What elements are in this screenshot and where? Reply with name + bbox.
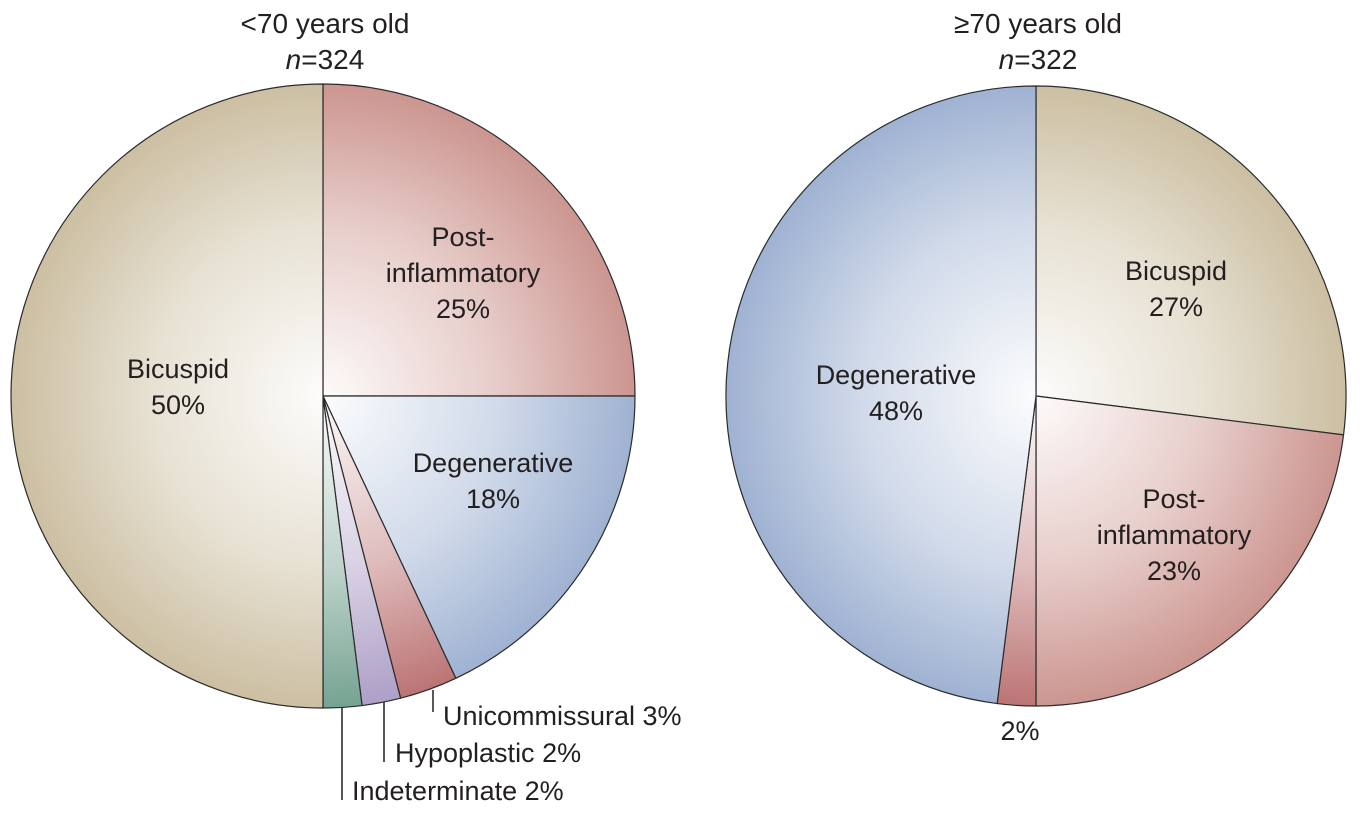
sample-size-symbol: n: [999, 44, 1015, 75]
sample-size-label: n=324: [286, 44, 365, 75]
slice-label-line: Post-: [1142, 484, 1205, 514]
slice-labels: Bicuspid 27% Post-inflammatory 23% 2% Degener…: [816, 256, 1252, 746]
leader-lines: [341, 690, 434, 800]
chart-title: <70 years old: [241, 8, 410, 39]
pie-slice-post-inflammatory: [322, 83, 636, 397]
sample-size-value: =322: [1014, 44, 1077, 75]
sample-size-value: =324: [301, 44, 364, 75]
pie-chart-under-70: <70 years old n=324 Post-inflammatory 25%…: [10, 8, 682, 806]
sample-size-label: n=322: [999, 44, 1078, 75]
pie-chart-70-and-over: ≥70 years old n=322 Bicuspid 27% Post-infl…: [725, 8, 1347, 746]
slice-label-unicommissural: Unicommissural 3%: [443, 701, 682, 731]
slice-label-bicuspid: Bicuspid 50%: [127, 354, 229, 420]
slice-label-line: Degenerative: [413, 448, 574, 478]
pie-slice-bicuspid: [1035, 85, 1347, 436]
chart-title: ≥70 years old: [954, 8, 1122, 39]
slice-label-post-inflammatory: Post-inflammatory 23%: [1097, 484, 1252, 586]
slice-label-line: 50%: [151, 390, 205, 420]
slice-label-indeterminate: Indeterminate 2%: [352, 776, 564, 806]
pie-slice-degenerative: [322, 395, 636, 679]
slice-label-line: Hypoplastic 2%: [395, 738, 581, 768]
slice-label-line: 2%: [1000, 716, 1039, 746]
slice-label-post-inflammatory: Post-inflammatory 25%: [386, 222, 541, 324]
slice-label-line: Indeterminate 2%: [352, 776, 564, 806]
slice-label-hypoplastic: Hypoplastic 2%: [395, 738, 581, 768]
slice-label-line: Degenerative: [816, 360, 977, 390]
slice-label-line: inflammatory: [1097, 520, 1252, 550]
pie-slices: [725, 85, 1347, 707]
slice-label-line: 25%: [436, 294, 490, 324]
slice-labels: Post-inflammatory 25% Degenerative 18% Unico…: [127, 222, 682, 806]
slice-label-line: Post-: [431, 222, 494, 252]
slice-label-line: inflammatory: [386, 258, 541, 288]
slice-label-line: 18%: [466, 484, 520, 514]
slice-label-line: Bicuspid: [1125, 256, 1227, 286]
pie-slice-bicuspid: [10, 83, 324, 709]
pie-slice-degenerative: [725, 85, 1037, 705]
slice-label-line: 23%: [1147, 556, 1201, 586]
sample-size-symbol: n: [286, 44, 302, 75]
slice-label-degenerative: Degenerative 18%: [413, 448, 574, 514]
slice-label-line: Unicommissural 3%: [443, 701, 682, 731]
slice-label-unlabeled-2: 2%: [1000, 716, 1039, 746]
slice-label-line: Bicuspid: [127, 354, 229, 384]
slice-label-bicuspid: Bicuspid 27%: [1125, 256, 1227, 322]
pie-slice-post-inflammatory: [1035, 395, 1345, 707]
slice-label-line: 27%: [1149, 292, 1203, 322]
slice-label-degenerative: Degenerative 48%: [816, 360, 977, 426]
slice-label-line: 48%: [869, 396, 923, 426]
pie-slices: [10, 83, 636, 709]
